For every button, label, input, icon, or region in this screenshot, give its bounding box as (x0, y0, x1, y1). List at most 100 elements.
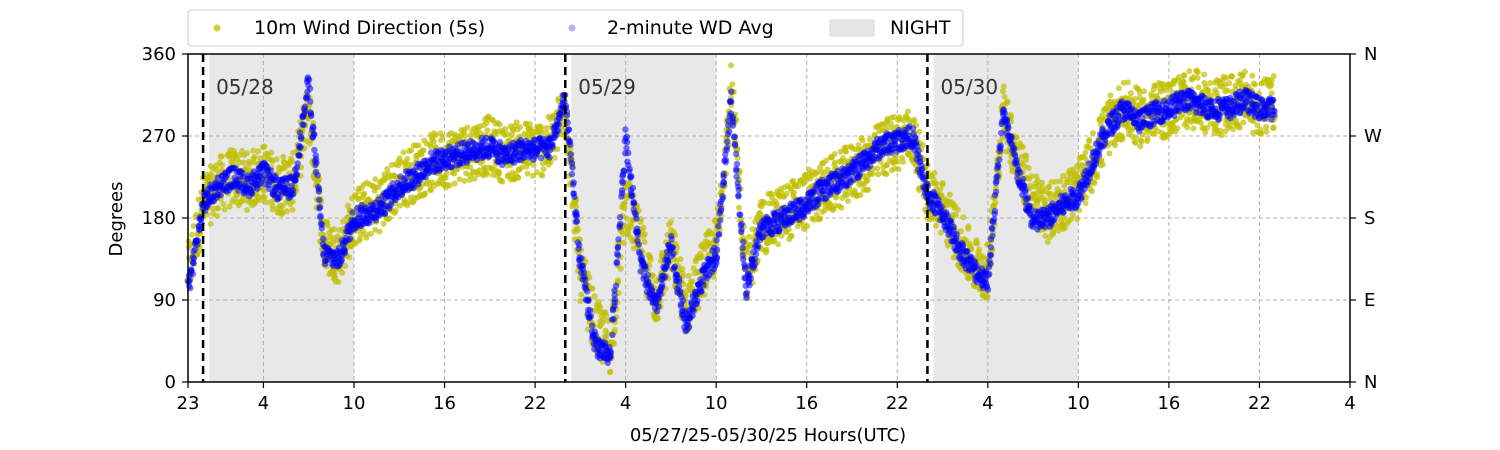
point (400, 149, 407, 156)
point (715, 223, 722, 230)
point (648, 286, 655, 293)
point (674, 244, 681, 251)
point (731, 133, 738, 140)
point (932, 222, 939, 229)
point (776, 226, 783, 233)
point (647, 256, 654, 263)
point (554, 146, 561, 153)
point (576, 241, 583, 249)
point (297, 143, 304, 151)
point (540, 166, 547, 173)
point (919, 142, 926, 149)
point (384, 166, 391, 172)
point (736, 211, 743, 218)
point (1252, 81, 1258, 88)
point (671, 263, 678, 270)
point (791, 189, 798, 196)
point (1090, 130, 1096, 137)
point (415, 142, 422, 149)
point (386, 215, 393, 222)
point (689, 278, 696, 285)
point (251, 153, 258, 160)
point (1268, 90, 1275, 97)
point (1013, 134, 1020, 141)
point (1207, 80, 1214, 86)
point (670, 250, 677, 257)
point (603, 312, 610, 319)
point (573, 212, 580, 220)
point (592, 331, 599, 338)
point (1144, 138, 1151, 145)
point (644, 271, 652, 279)
point (637, 268, 644, 275)
point (937, 186, 944, 193)
point (1236, 124, 1243, 131)
point (728, 62, 734, 69)
point (613, 260, 620, 267)
point (464, 124, 471, 131)
point (1186, 68, 1193, 75)
point (289, 206, 296, 213)
point (573, 218, 581, 225)
point (587, 312, 595, 320)
point (1017, 169, 1024, 176)
point (718, 205, 725, 213)
point (875, 171, 882, 178)
point (317, 212, 324, 219)
point (240, 159, 247, 166)
point (1218, 132, 1225, 139)
point (346, 235, 354, 243)
point (1091, 180, 1098, 186)
point (987, 251, 995, 259)
point (331, 226, 337, 232)
point (654, 314, 661, 321)
point (302, 107, 309, 115)
point (995, 163, 1002, 170)
point (1180, 78, 1187, 85)
point (1019, 175, 1027, 183)
point (679, 297, 687, 304)
point (997, 142, 1004, 149)
point (884, 162, 890, 169)
point (994, 172, 1001, 180)
point (363, 234, 370, 241)
point (314, 172, 321, 179)
point (1232, 82, 1239, 89)
point (1060, 173, 1067, 179)
point (953, 231, 960, 238)
point (1045, 184, 1052, 191)
point (273, 156, 280, 163)
point (668, 236, 675, 243)
point (263, 199, 270, 206)
point (984, 293, 991, 300)
point (601, 339, 609, 347)
point (649, 272, 656, 279)
point (1107, 92, 1114, 99)
point (883, 171, 890, 177)
point (1027, 182, 1034, 189)
point (952, 211, 959, 218)
point (619, 179, 626, 186)
point (987, 244, 995, 251)
point (837, 148, 844, 155)
point (261, 143, 268, 150)
point (763, 249, 770, 256)
point (1119, 133, 1126, 140)
point (892, 153, 899, 160)
point (641, 231, 648, 238)
point (1120, 79, 1127, 86)
point (313, 159, 320, 166)
point (345, 202, 351, 209)
point (732, 150, 740, 157)
point (190, 223, 197, 229)
point (543, 125, 550, 131)
point (1005, 124, 1012, 131)
point (865, 186, 872, 193)
point (1094, 174, 1101, 181)
point (713, 254, 721, 262)
point (1052, 178, 1059, 185)
point (1131, 96, 1138, 102)
point (341, 248, 349, 256)
point (578, 255, 585, 262)
point (547, 159, 554, 166)
